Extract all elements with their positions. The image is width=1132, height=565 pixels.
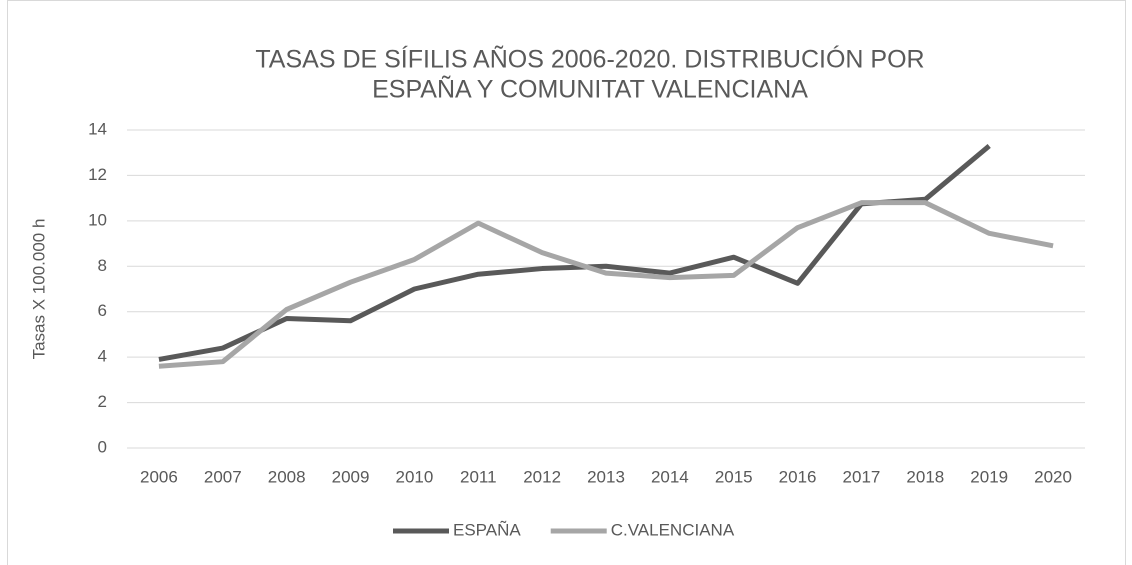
x-tick-label: 2011 (460, 467, 497, 486)
y-axis-label: Tasas X 100.000 h (29, 219, 48, 360)
x-tick-label: 2019 (970, 467, 1008, 486)
series-line (158, 200, 1054, 369)
y-tick-label: 2 (98, 392, 107, 411)
x-tick-label: 2006 (140, 467, 178, 486)
y-tick-label: 4 (98, 347, 107, 366)
x-tick-label: 2020 (1034, 467, 1072, 486)
x-tick-label: 2009 (332, 467, 370, 486)
x-tick-label: 2008 (268, 467, 306, 486)
y-tick-label: 6 (98, 301, 107, 320)
x-tick-label: 2017 (843, 467, 881, 486)
series-line (158, 143, 991, 362)
x-tick-label: 2012 (523, 467, 561, 486)
x-tick-label: 2015 (715, 467, 753, 486)
chart-title: ESPAÑA Y COMUNITAT VALENCIANA (372, 75, 808, 104)
x-tick-label: 2018 (906, 467, 944, 486)
y-tick-label: 14 (88, 119, 107, 138)
y-tick-label: 10 (88, 210, 107, 229)
legend-label: C.VALENCIANA (611, 520, 735, 539)
y-tick-label: 0 (98, 437, 107, 456)
x-tick-label: 2007 (204, 467, 242, 486)
legend-label: ESPAÑA (453, 520, 521, 539)
chart-title: TASAS DE SÍFILIS AÑOS 2006-2020. DISTRIB… (255, 45, 924, 74)
x-tick-label: 2013 (587, 467, 625, 486)
chart-frame (7, 0, 1126, 565)
y-tick-label: 12 (88, 165, 107, 184)
x-tick-label: 2010 (395, 467, 433, 486)
y-tick-label: 8 (98, 256, 107, 275)
x-tick-label: 2014 (651, 467, 689, 486)
x-tick-label: 2016 (779, 467, 817, 486)
